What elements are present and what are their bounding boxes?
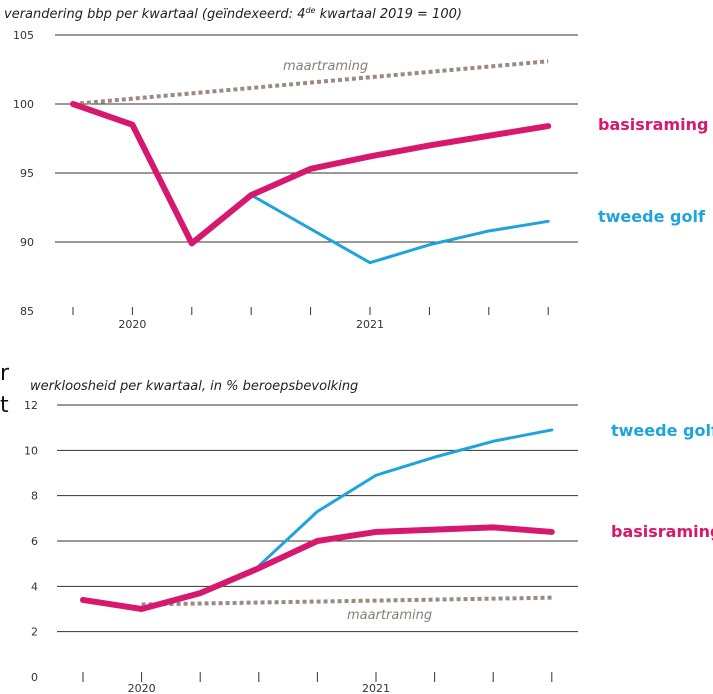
unemployment-chart: werkloosheid per kwartaal, in % beroepsb… [24, 379, 713, 694]
gdp-chart: verandering bbp per kwartaal (geïndexeer… [4, 6, 708, 331]
x-tick-label: 2020 [118, 318, 146, 331]
chart-title: werkloosheid per kwartaal, in % beroepsb… [30, 379, 358, 394]
y-tick-label: 8 [31, 490, 38, 503]
series-lines [80, 428, 555, 612]
y-tick-label: 10 [24, 444, 38, 457]
series-line-tweede-golf [249, 193, 550, 265]
series-line-maartraming [141, 595, 552, 607]
y-tick-label: 95 [20, 167, 34, 180]
y-tick-label: 0 [31, 671, 38, 684]
series-lines [70, 59, 552, 265]
title-text: verandering bbp per kwartaal (geïndexeer… [4, 7, 305, 22]
x-tick-label: 2021 [362, 682, 390, 694]
series-labels: maartraming tweede golf basisraming [283, 59, 708, 226]
series-line-tweede-golf [257, 428, 554, 568]
series-label-tweede-golf: tweede golf [611, 421, 713, 440]
x-tick-label: 2020 [128, 682, 156, 694]
series-line-basisraming [80, 524, 555, 612]
y-tick-label: 105 [13, 29, 34, 42]
chart-title: verandering bbp per kwartaal (geïndexeer… [4, 6, 462, 22]
y-tick-label: 90 [20, 236, 34, 249]
series-labels: maartraming tweede golf basisraming [347, 421, 713, 623]
y-tick-label: 2 [31, 626, 38, 639]
grid-lines [55, 34, 578, 243]
y-tick-label: 85 [20, 305, 34, 318]
series-line-maartraming [72, 59, 549, 106]
y-axis-ticks: 0 2 4 6 8 10 12 [24, 399, 38, 684]
series-label-tweede-golf: tweede golf [598, 207, 706, 226]
series-label-basisraming: basisraming [598, 115, 708, 134]
x-axis: 2020 2021 [72, 307, 549, 331]
y-tick-label: 6 [31, 535, 38, 548]
x-axis: 2020 2021 [82, 672, 553, 694]
series-label-maartraming: maartraming [283, 59, 368, 74]
series-line-basisraming [70, 101, 552, 247]
series-label-basisraming: basisraming [611, 522, 713, 541]
y-axis-ticks: 85 90 95 100 105 [13, 29, 34, 318]
y-tick-label: 100 [13, 98, 34, 111]
title-superscript: de [305, 6, 315, 15]
y-tick-label: 4 [31, 580, 38, 593]
clipped-edge-glyph: t [0, 393, 9, 418]
title-text: kwartaal 2019 = 100) [315, 7, 462, 22]
clipped-edge-glyph: r [0, 361, 10, 386]
y-tick-label: 12 [24, 399, 38, 412]
series-label-maartraming: maartraming [347, 608, 432, 623]
x-tick-label: 2021 [356, 318, 384, 331]
